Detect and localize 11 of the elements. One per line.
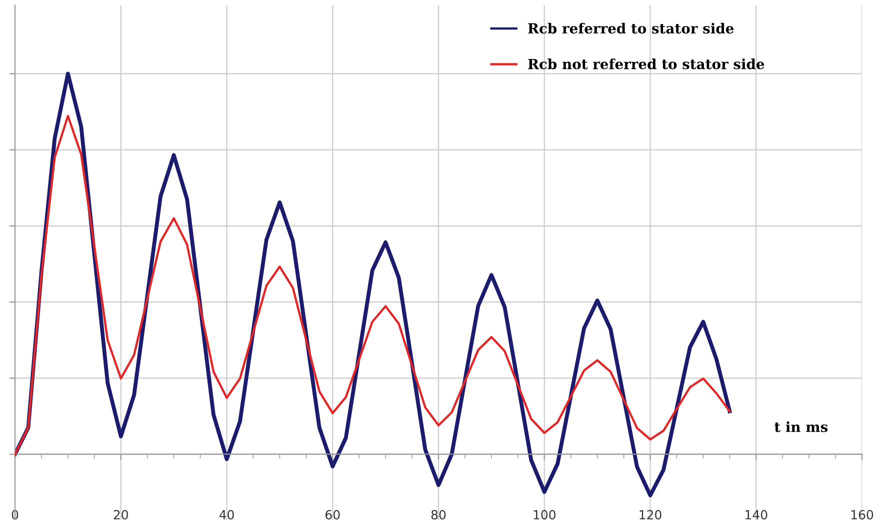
x-tick-label: 80: [431, 510, 446, 520]
x-tick-label: 140: [746, 510, 768, 520]
x-tick-label: 160: [851, 510, 874, 520]
x-tick-label: 100: [534, 510, 556, 520]
x-tick-label: 20: [114, 510, 128, 520]
legend-label: Rcb not referred to stator side: [528, 58, 764, 70]
legend-label: Rcb referred to stator side: [528, 22, 734, 34]
x-tick-label: 60: [326, 510, 340, 520]
x-axis-title: t in ms: [774, 421, 828, 432]
x-tick-label: 40: [219, 510, 234, 520]
x-tick-label: 120: [640, 510, 662, 520]
